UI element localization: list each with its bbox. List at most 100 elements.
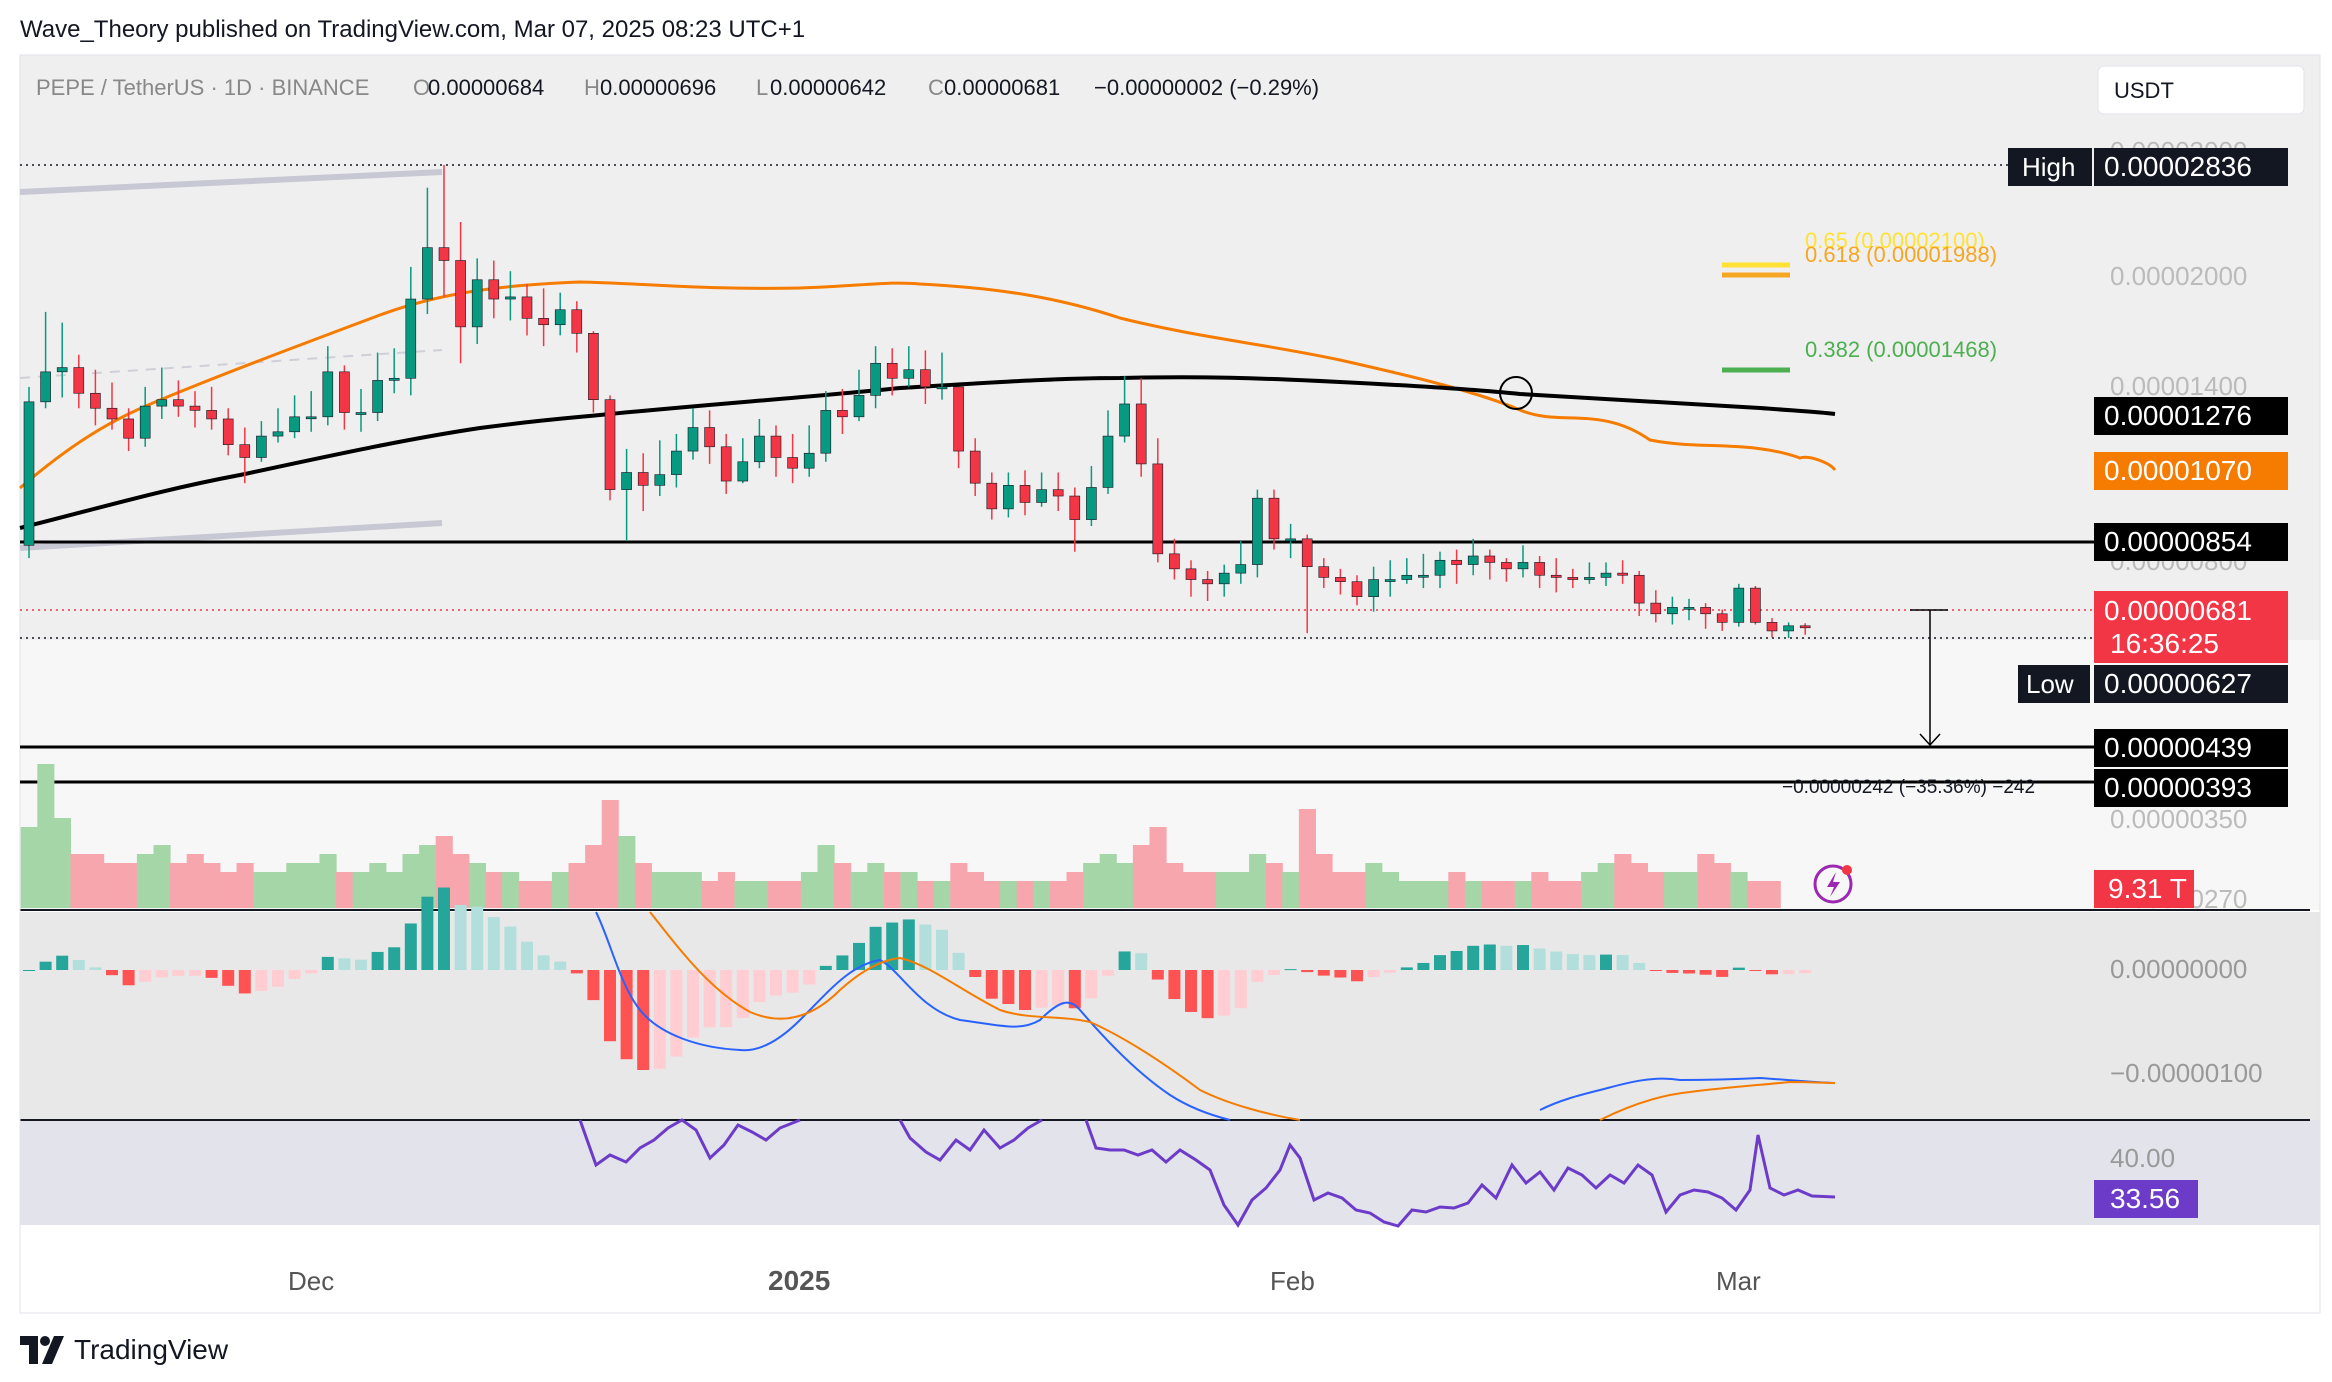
candle-body: [1036, 489, 1047, 503]
candle-body: [206, 410, 217, 420]
macd-histogram-bar: [919, 924, 932, 970]
macd-histogram-bar: [504, 926, 517, 970]
volume-bar: [286, 863, 304, 908]
macd-histogram-bar: [1135, 953, 1148, 970]
volume-bar: [751, 881, 769, 908]
candle-body: [505, 296, 516, 300]
volume-bar: [20, 827, 38, 908]
candle-body: [1003, 485, 1014, 510]
candle: [272, 408, 284, 443]
candle-body: [1700, 607, 1711, 615]
channel-lower-line: [19, 520, 443, 551]
candle: [90, 369, 101, 426]
candle-body: [1501, 562, 1512, 570]
candle-body: [40, 371, 51, 403]
volume-bar: [568, 863, 586, 908]
alert-icon[interactable]: [1813, 864, 1853, 904]
candle: [870, 346, 881, 409]
volume-bar: [701, 881, 719, 908]
volume-bar: [1016, 881, 1034, 908]
candle: [1799, 623, 1811, 635]
candle-body: [1185, 568, 1197, 580]
candle-body: [1766, 622, 1778, 632]
candle: [1235, 541, 1247, 584]
level-tag-854-value: 0.00000854: [2104, 526, 2252, 557]
footer-brand[interactable]: TradingView: [20, 1320, 228, 1380]
volume-bar: [834, 863, 852, 908]
candle-body: [1401, 574, 1413, 580]
macd-histogram-bar: [122, 970, 135, 986]
candle-body: [23, 401, 35, 546]
candle: [1567, 568, 1579, 589]
candle-body: [704, 427, 715, 448]
candle-body: [1434, 559, 1446, 576]
volume-bar: [1481, 881, 1499, 908]
candle: [455, 221, 466, 364]
macd-histogram-bar: [1417, 962, 1430, 970]
candle-body: [1633, 574, 1645, 604]
candle: [322, 346, 334, 426]
legend-change: −0.00000002 (−0.29%): [1094, 75, 1319, 100]
volume-bar: [1747, 881, 1765, 908]
volume-bar: [618, 836, 636, 908]
macd-histogram-bar: [454, 904, 467, 970]
candle: [571, 301, 583, 353]
candle: [1335, 568, 1346, 595]
candle-body: [1783, 625, 1794, 632]
volume-bar: [1066, 872, 1084, 908]
volume-bar: [1199, 872, 1217, 908]
macd-histogram-bar: [537, 955, 550, 970]
candle: [1550, 558, 1562, 593]
volume-bar: [502, 872, 520, 908]
macd-histogram-bar: [902, 919, 915, 970]
candle: [1467, 538, 1479, 576]
candle-body: [803, 452, 815, 469]
volume-bar: [1564, 881, 1582, 908]
volume-bar: [917, 881, 935, 908]
volume-bar: [1697, 854, 1715, 908]
candle: [521, 284, 533, 336]
volume-bar: [1249, 854, 1267, 908]
candle-body: [488, 279, 500, 300]
last-price-tag: 0.00000681 16:36:25: [2094, 591, 2288, 663]
candle-body: [621, 472, 632, 490]
candle: [56, 322, 68, 398]
candle: [123, 408, 134, 452]
candle-body: [521, 296, 533, 319]
volume-bar: [518, 881, 536, 908]
candle: [853, 369, 865, 422]
legend-high-label: H: [584, 75, 600, 100]
candle: [1351, 575, 1363, 606]
macd-histogram-bar: [72, 959, 85, 970]
macd-histogram-bar: [205, 970, 218, 978]
currency-button-label: USDT: [2114, 78, 2174, 103]
macd-histogram-bar: [1633, 962, 1646, 970]
candle-body: [139, 405, 151, 439]
macd-histogram-bar: [670, 970, 683, 1057]
macd-histogram-bar: [404, 923, 417, 970]
volume-bar: [850, 872, 868, 908]
footer-brand-label: TradingView: [74, 1334, 229, 1365]
volume-bar: [1083, 863, 1101, 908]
candle-body: [1052, 489, 1064, 497]
volume-bar: [485, 872, 503, 908]
volume-bar: [402, 854, 420, 908]
candle-body: [1750, 587, 1761, 623]
candle: [1119, 376, 1130, 443]
candle-body: [189, 405, 201, 411]
candle: [1484, 549, 1496, 580]
level-tag-439: 0.00000439: [2094, 729, 2288, 767]
candles-group: [23, 165, 1811, 638]
macd-histogram-bar: [305, 970, 318, 974]
volume-bar: [120, 863, 138, 908]
channel-upper-line: [19, 169, 443, 195]
macd-histogram-bar: [620, 970, 633, 1060]
candle-body: [953, 386, 964, 452]
macd-histogram-bar: [1766, 970, 1778, 975]
candle: [604, 395, 616, 501]
volume-bar: [153, 845, 171, 908]
macd-tick: −0.00000100: [2110, 1058, 2263, 1088]
currency-button[interactable]: USDT: [2097, 65, 2305, 115]
candle: [1534, 555, 1545, 589]
